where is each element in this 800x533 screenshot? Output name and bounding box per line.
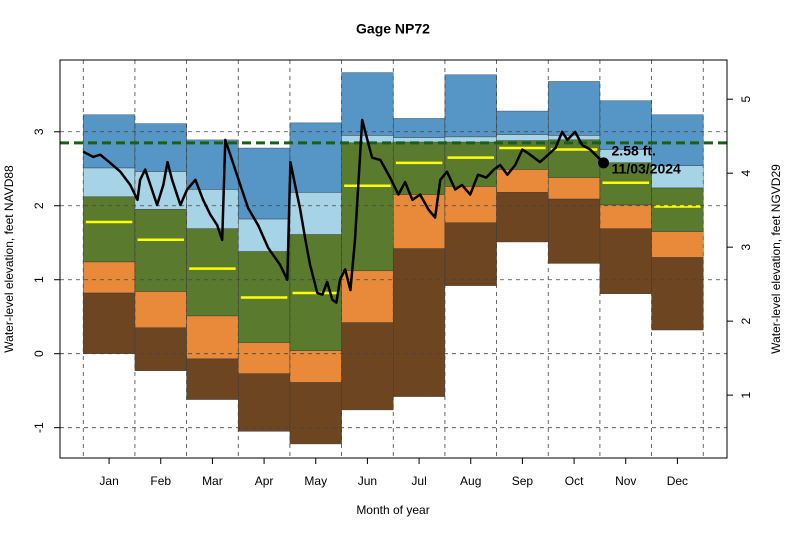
band <box>444 136 497 143</box>
band <box>651 114 704 166</box>
band <box>289 122 342 193</box>
band <box>393 118 446 138</box>
x-tick-label: Jun <box>358 474 377 488</box>
band <box>238 147 291 220</box>
band <box>341 142 394 272</box>
current-date-label: 11/03/2024 <box>612 161 682 177</box>
band <box>599 228 652 294</box>
y-tick-label: 2 <box>32 202 46 209</box>
band <box>186 189 239 229</box>
band <box>548 135 601 141</box>
x-tick-label: May <box>304 474 327 488</box>
band <box>83 196 136 263</box>
chart-title: Gage NP72 <box>356 21 430 37</box>
band <box>393 248 446 397</box>
x-tick-label: Feb <box>150 474 171 488</box>
y-tick-label: -1 <box>32 422 46 433</box>
y-axis-label: Water-level elevation, feet NAVD88 <box>2 165 16 353</box>
x-tick-label: Aug <box>460 474 481 488</box>
band <box>393 141 446 195</box>
band <box>599 204 652 229</box>
band <box>134 327 187 371</box>
x-axis-label: Month of year <box>356 503 429 517</box>
x-tick-label: Nov <box>615 474 636 488</box>
band <box>444 74 497 138</box>
x-tick-label: Oct <box>565 474 584 488</box>
y-tick-label: 0 <box>32 350 46 357</box>
y2-tick-label: 1 <box>739 391 753 398</box>
y-tick-label: 1 <box>32 276 46 283</box>
band <box>83 292 136 354</box>
band <box>134 209 187 292</box>
band <box>444 222 497 286</box>
x-tick-label: Apr <box>255 474 274 488</box>
band <box>289 382 342 445</box>
x-tick-label: Dec <box>667 474 688 488</box>
x-tick-label: Jan <box>99 474 118 488</box>
band <box>548 177 601 200</box>
x-tick-label: Jul <box>411 474 426 488</box>
x-tick-label: Mar <box>202 474 223 488</box>
band <box>341 72 394 136</box>
band <box>651 231 704 258</box>
band <box>289 350 342 383</box>
band <box>496 134 549 141</box>
band <box>548 81 601 136</box>
y2-tick-label: 2 <box>739 317 753 324</box>
band <box>496 140 549 170</box>
band <box>341 270 394 323</box>
y2-tick-label: 5 <box>739 96 753 103</box>
band <box>186 358 239 400</box>
y-tick-label: 3 <box>32 128 46 135</box>
y2-axis-label: Water-level elevation, feet NGVD29 <box>769 164 783 354</box>
band <box>134 291 187 328</box>
band <box>238 218 291 252</box>
plot-frame <box>59 59 728 459</box>
y2-tick-label: 4 <box>739 170 753 177</box>
band <box>341 322 394 411</box>
x-tick-label: Sep <box>512 474 534 488</box>
band <box>548 198 601 264</box>
band <box>496 169 549 193</box>
band <box>134 123 187 172</box>
band <box>83 261 136 294</box>
current-point <box>598 157 610 169</box>
band <box>651 187 704 232</box>
band <box>186 315 239 360</box>
band <box>496 110 549 135</box>
band <box>496 192 549 243</box>
band <box>83 167 136 198</box>
current-value-label: 2.58 ft. <box>612 143 656 159</box>
band <box>238 342 291 374</box>
y2-tick-label: 3 <box>739 244 753 251</box>
band <box>186 228 239 317</box>
band <box>238 373 291 432</box>
band <box>651 257 704 331</box>
band <box>444 141 497 187</box>
water-level-line <box>82 118 605 304</box>
